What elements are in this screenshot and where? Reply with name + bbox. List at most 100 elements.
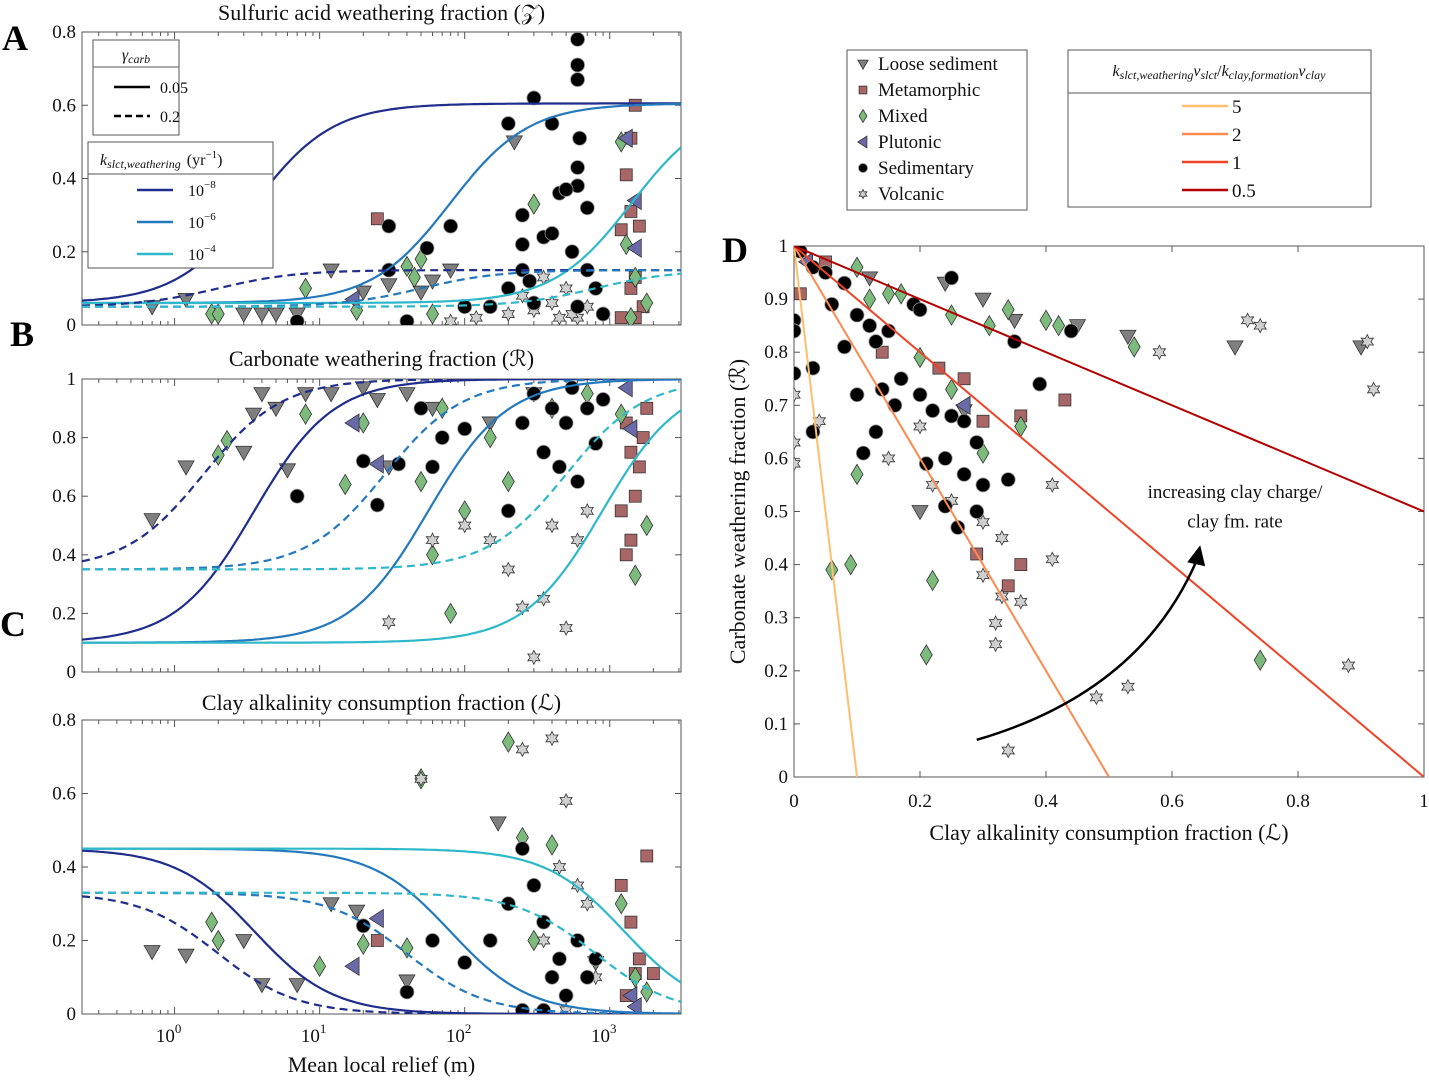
y-tick-label: 0.8 xyxy=(52,710,76,731)
volcanic-point xyxy=(1013,593,1028,610)
volcanic-point xyxy=(976,567,990,584)
volcanic-point xyxy=(1045,551,1060,568)
y-tick-label: 0 xyxy=(67,1004,77,1025)
sedimentary-point xyxy=(500,503,516,519)
y-tick-label: 0.4 xyxy=(52,545,76,566)
model-curve xyxy=(82,409,681,644)
volcanic-point xyxy=(527,649,541,666)
sedimentary-point xyxy=(588,280,604,296)
y-tick-label: 0.4 xyxy=(52,857,76,878)
loose-point xyxy=(322,387,340,403)
sedimentary-point xyxy=(595,392,611,407)
arrow-head-icon xyxy=(1187,545,1206,567)
mixed-point xyxy=(844,553,858,576)
metamorphic-point xyxy=(646,967,660,980)
loose-point xyxy=(253,387,271,403)
loose-point xyxy=(235,307,253,323)
sedimentary-point xyxy=(570,160,585,175)
sedimentary-point xyxy=(595,306,611,322)
y-tick-label: 0.6 xyxy=(52,784,76,805)
annotation-text: increasing clay charge/ xyxy=(1148,482,1324,503)
mixed-point xyxy=(1127,336,1141,358)
metamorphic-point xyxy=(632,219,646,233)
metamorphic-point xyxy=(370,934,384,947)
mixed-point xyxy=(338,473,352,496)
loose-point xyxy=(347,904,366,920)
sedimentary-point xyxy=(579,969,595,985)
sedimentary-point xyxy=(1063,323,1079,339)
mixed-point xyxy=(640,292,654,314)
sedimentary-point xyxy=(526,877,542,893)
mixed-point xyxy=(426,544,439,566)
sedimentary-point xyxy=(355,918,371,934)
volcanic-point xyxy=(545,517,559,534)
y-tick-label: 0.7 xyxy=(764,395,788,416)
metamorphic-point xyxy=(640,849,654,863)
metamorphic-point xyxy=(619,548,633,562)
x-tick-label: 103 xyxy=(591,1021,617,1047)
metamorphic-point xyxy=(614,504,628,518)
gamma-legend-title: γcarb xyxy=(122,47,150,66)
volcanic-point xyxy=(988,615,1003,631)
mixed-point xyxy=(483,426,497,449)
loose-point xyxy=(235,445,253,462)
x-tick-label: 101 xyxy=(301,1021,327,1047)
metamorphic-point xyxy=(624,915,638,929)
sedimentary-point xyxy=(855,445,871,461)
metamorphic-point xyxy=(624,445,638,459)
y-tick-label: 1 xyxy=(67,369,77,390)
mixed-point xyxy=(614,892,628,915)
metamorphic-point xyxy=(976,414,990,428)
plutonic-point xyxy=(617,379,633,398)
panel-letter-c: C xyxy=(0,604,26,644)
loose-point xyxy=(143,513,161,529)
panel-letter-b: B xyxy=(10,314,34,354)
plot-area xyxy=(81,719,682,1015)
lithology-legend-item: Sedimentary xyxy=(878,158,975,179)
ratio-line-0.5 xyxy=(794,246,1424,513)
model-curve xyxy=(82,269,681,307)
x-tick-label: 0.2 xyxy=(908,791,932,812)
arrow-curve xyxy=(976,558,1199,742)
sedimentary-point xyxy=(369,497,385,513)
lithology-legend-item: Plutonic xyxy=(878,132,941,153)
sedimentary-point xyxy=(289,313,305,325)
model-curve xyxy=(82,387,681,571)
metamorphic-point xyxy=(632,952,646,966)
sedimentary-point xyxy=(975,477,991,493)
plutonic-point xyxy=(368,454,384,474)
mixed-point xyxy=(407,266,421,289)
sedimentary-point xyxy=(515,237,530,252)
sedimentary-point xyxy=(419,240,435,256)
sedimentary-point xyxy=(570,299,585,315)
lithology-legend-item: Volcanic xyxy=(878,184,944,205)
mixed-point xyxy=(926,569,940,592)
mixed-point xyxy=(945,378,958,401)
plutonic-point xyxy=(622,985,638,1006)
gamma-legend: γcarb 0.05 0.2 xyxy=(92,39,188,136)
loose-point xyxy=(244,407,263,423)
x-tick-label: 1 xyxy=(1419,791,1429,812)
loose-point xyxy=(177,948,195,965)
loose-point xyxy=(253,307,271,323)
sedimentary-point xyxy=(937,450,953,466)
sedimentary-point xyxy=(572,130,588,146)
sedimentary-point xyxy=(570,57,585,73)
sedimentary-point xyxy=(515,207,530,223)
data-points xyxy=(794,246,1381,759)
loose-point xyxy=(177,292,195,309)
metamorphic-point xyxy=(1058,393,1072,407)
sedimentary-point xyxy=(558,988,574,1004)
volcanic-point xyxy=(881,450,896,467)
sedimentary-point xyxy=(558,182,574,197)
mixed-point xyxy=(1001,298,1015,321)
volcanic-point xyxy=(925,477,940,493)
ratio-legend: kslct,weatheringνslct/kclay,formationνcl… xyxy=(1067,49,1372,208)
metamorphic-point xyxy=(614,223,628,237)
loose-point xyxy=(423,274,442,290)
metamorphic-point xyxy=(624,533,638,547)
sedimentary-point xyxy=(564,244,580,260)
loose-point xyxy=(398,387,416,403)
model-curve xyxy=(82,379,681,563)
